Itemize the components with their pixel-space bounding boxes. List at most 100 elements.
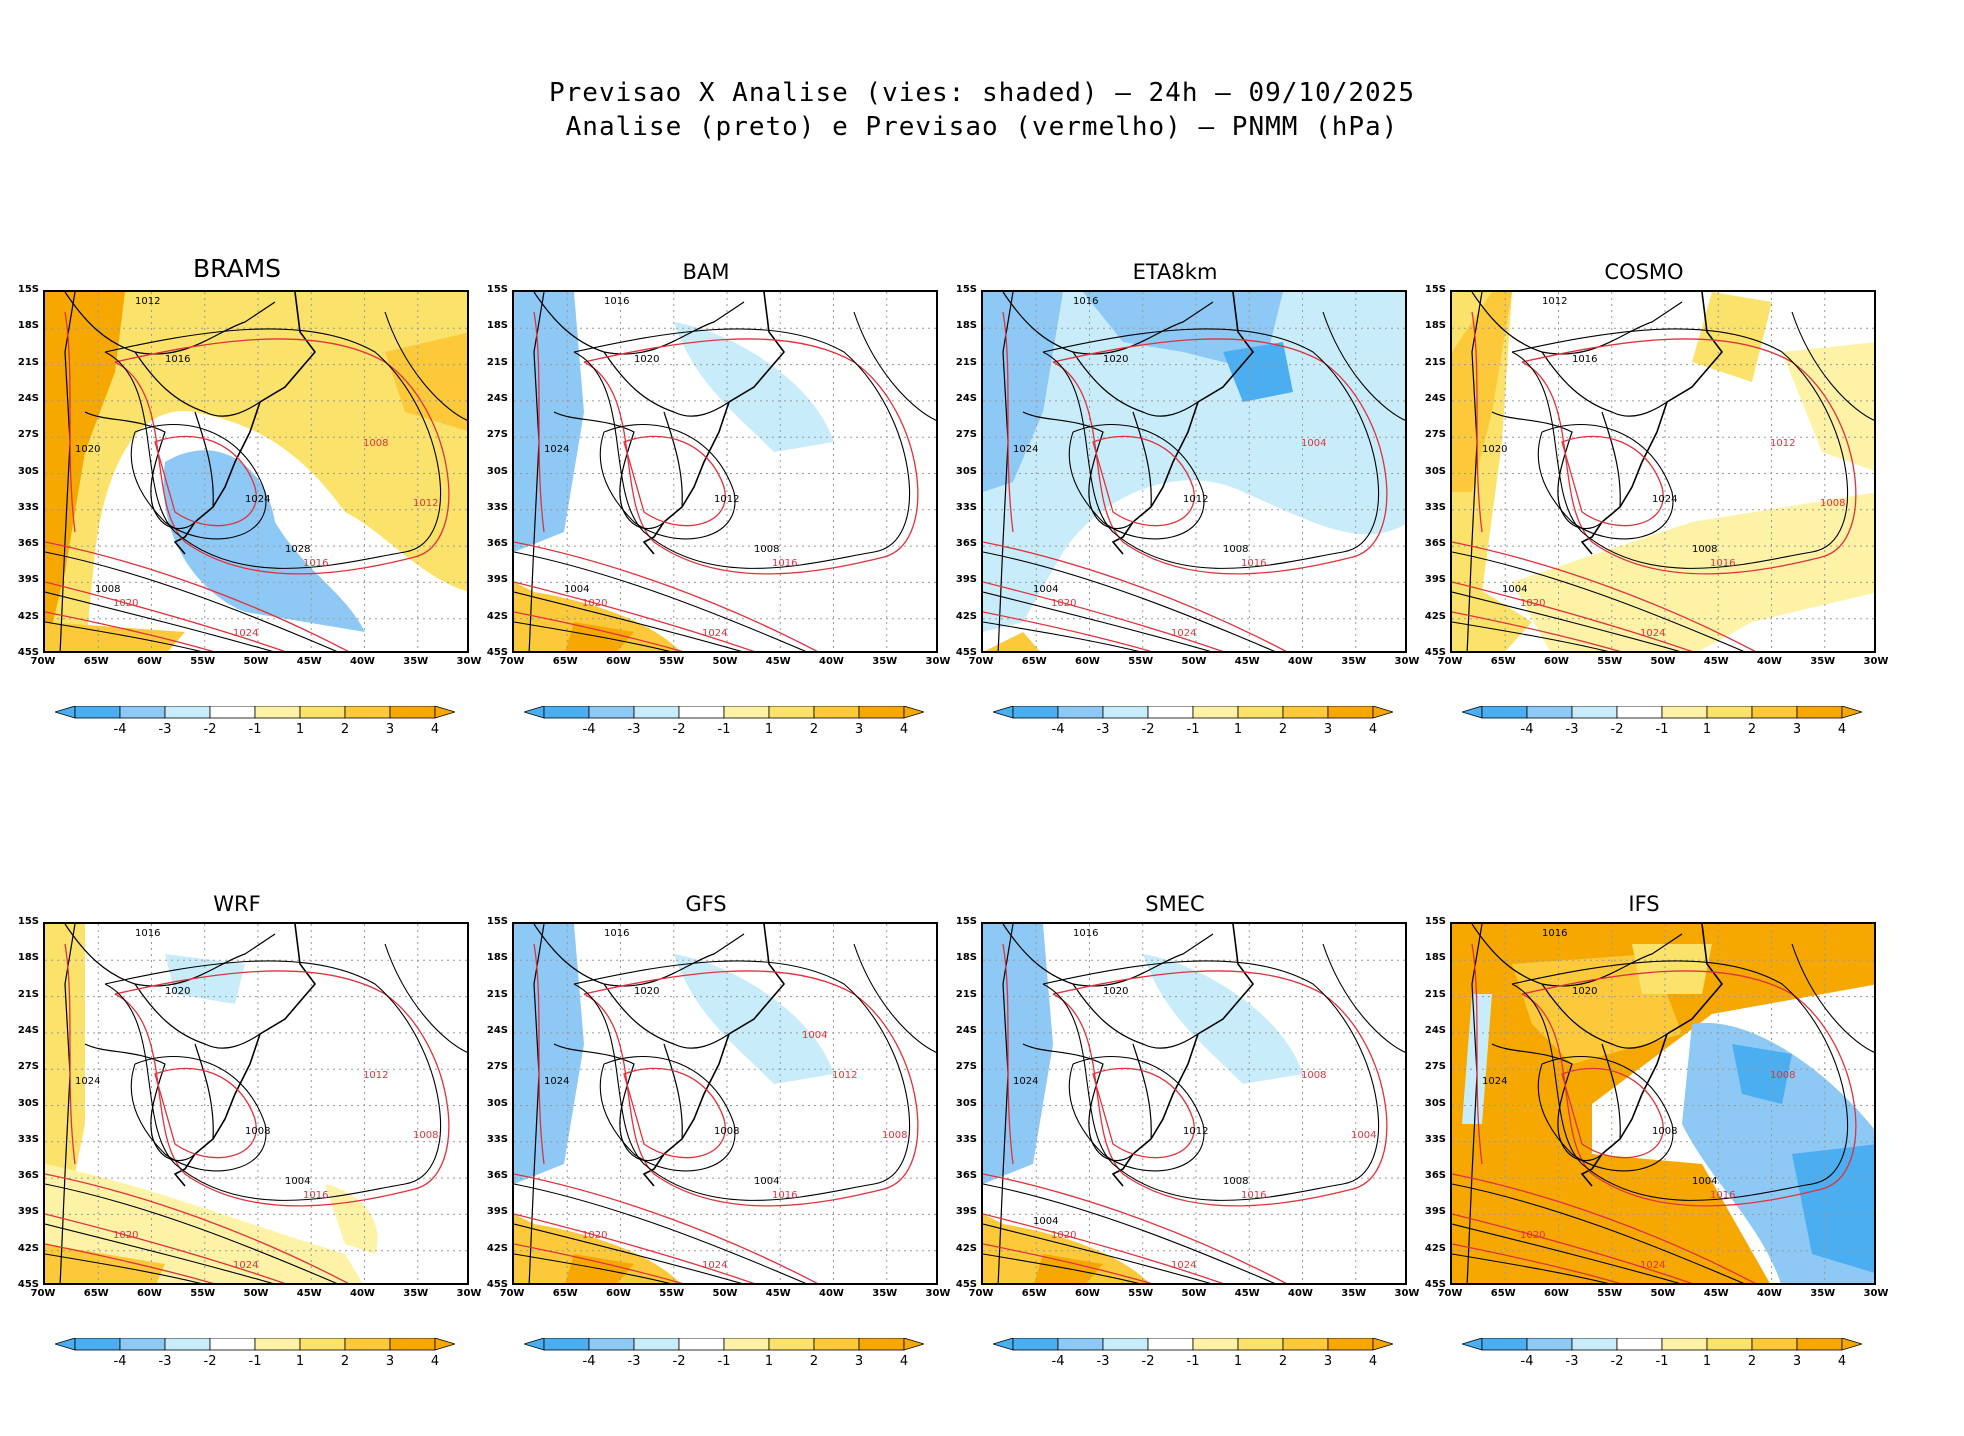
latitude-label: 33S: [486, 501, 508, 513]
colorbar-label: -3: [627, 1354, 641, 1369]
latitude-label: 24S: [1424, 1024, 1446, 1036]
latitude-label: 36S: [955, 1170, 977, 1182]
analysis-isobar: [514, 621, 671, 651]
longitude-label: 65W: [1021, 1288, 1047, 1299]
isobar-label-analysis: 1020: [1103, 986, 1128, 997]
latitude-label: 30S: [1424, 1097, 1446, 1109]
isobar-label-forecast: 1016: [303, 558, 328, 569]
bias-map: 1016 1020 1024 1012 1008 1004 1016 1020 1024 1008…: [983, 924, 1405, 1283]
latitude-label: 18S: [955, 952, 977, 964]
isobar-label-analysis: 1016: [604, 296, 629, 307]
latitude-label: 27S: [486, 429, 508, 441]
forecast-isobar: [514, 1213, 755, 1283]
colorbar-arrow-high: [1372, 1338, 1393, 1351]
latitude-label: 36S: [955, 538, 977, 550]
isobar-label-analysis: 1020: [1103, 354, 1128, 365]
colorbar-arrow-low: [524, 706, 545, 719]
latitude-label: 42S: [1424, 1242, 1446, 1254]
colorbar-segment: [543, 1338, 590, 1351]
longitude-label: 40W: [1288, 656, 1313, 667]
colorbar-segment: [389, 706, 436, 719]
isobar-label-analysis: 1004: [1033, 584, 1058, 595]
colorbar-label: 1: [1702, 1354, 1712, 1369]
colorbar-label: 3: [385, 1354, 395, 1369]
latitude-label: 24S: [486, 392, 508, 404]
longitude-label: 40W: [1288, 1288, 1313, 1299]
longitude-label: 60W: [1544, 656, 1569, 667]
colorbar-segment: [1012, 706, 1059, 719]
latitude-label: 33S: [955, 1133, 977, 1145]
forecast-isobar: [514, 581, 755, 651]
latitude-label: 45S: [1424, 1279, 1446, 1290]
analysis-isobar: [1511, 328, 1849, 569]
panel-title: SMEC: [1145, 892, 1205, 916]
isobar-label-forecast: 1008: [1820, 498, 1845, 509]
longitude-label: 55W: [1597, 656, 1623, 667]
analysis-isobar: [514, 1253, 671, 1283]
colorbar-label: 1: [295, 722, 305, 737]
analysis-isobar: [1791, 943, 1874, 1053]
latitude-label: 39S: [17, 1206, 39, 1218]
isobar-label-forecast: 1004: [1351, 1130, 1376, 1141]
analysis-isobar: [599, 424, 736, 540]
colorbar-label: 4: [430, 722, 440, 737]
colorbar-segment: [768, 1338, 815, 1351]
analysis-isobar: [104, 960, 442, 1201]
analysis-isobar: [1452, 1253, 1609, 1283]
latitude-label: 15S: [955, 284, 977, 295]
longitude-label: 50W: [712, 656, 738, 667]
colorbar-segment: [1102, 1338, 1149, 1351]
colorbar-label: 3: [854, 1354, 864, 1369]
isobar-label-forecast: 1008: [1770, 1070, 1795, 1081]
longitude-label: 50W: [243, 656, 269, 667]
forecast-isobar: [1561, 435, 1664, 527]
colorbar-arrow-high: [434, 706, 455, 719]
forecast-isobar: [514, 541, 818, 651]
colorbar-segment: [813, 1338, 860, 1351]
latitude-label: 45S: [17, 1279, 39, 1290]
colorbar-segment: [119, 1338, 166, 1351]
analysis-isobar: [983, 621, 1140, 651]
forecast-isobar: [1471, 943, 1483, 1165]
longitude-label: 40W: [819, 656, 844, 667]
colorbar-arrow-high: [434, 1338, 455, 1351]
longitude-label: 70W: [1437, 656, 1463, 667]
bias-shading: [1632, 944, 1712, 994]
bias-shading: [325, 1184, 378, 1254]
border-line: [64, 924, 276, 987]
colorbar-segment: [1706, 1338, 1753, 1351]
colorbar-label: -1: [1655, 722, 1669, 737]
longitude-label: 50W: [1181, 656, 1207, 667]
forecast-isobar: [1092, 435, 1195, 527]
longitude-label: 60W: [1075, 1288, 1100, 1299]
map-frame: 1012 1016 1020 1024 1008 1004 1016 1020 1024 1012…: [1450, 290, 1876, 653]
forecast-isobar: [533, 311, 545, 533]
analysis-isobar: [45, 591, 273, 651]
analysis-isobar: [1537, 424, 1674, 540]
analysis-isobar: [983, 1183, 1276, 1283]
isobar-label-analysis: 1020: [1482, 444, 1507, 455]
border-line: [1072, 351, 1199, 417]
latitude-label: 27S: [1424, 429, 1446, 441]
isobar-label-analysis: 1008: [95, 584, 120, 595]
panel-bam: BAM 1016 1020 1024 1012 1008 1004 1016 1020 1024 1…: [476, 250, 951, 737]
panel-cosmo: COSMO 1012 1016 1020 1024 1008 1004 1016 1020 102…: [1414, 250, 1889, 737]
longitude-label: 70W: [30, 656, 56, 667]
colorbar-label: -3: [1096, 1354, 1110, 1369]
colorbar-label: -1: [248, 722, 262, 737]
isobar-label-analysis: 1012: [1183, 1126, 1208, 1137]
colorbar-segment: [1327, 706, 1374, 719]
analysis-isobar: [1511, 960, 1849, 1201]
analysis-isobar: [514, 551, 807, 651]
colorbar-label: 3: [1792, 1354, 1802, 1369]
isobar-label-forecast: 1016: [772, 558, 797, 569]
colorbar-segment: [588, 1338, 635, 1351]
latitude-label: 39S: [486, 1206, 508, 1218]
colorbar-segment: [254, 1338, 301, 1351]
isobar-label-analysis: 1012: [714, 494, 739, 505]
border-line: [1541, 351, 1668, 417]
longitude-label: 65W: [552, 656, 578, 667]
colorbar-segment: [164, 1338, 211, 1351]
latitude-label: 27S: [486, 1061, 508, 1073]
colorbar-segment: [74, 706, 121, 719]
